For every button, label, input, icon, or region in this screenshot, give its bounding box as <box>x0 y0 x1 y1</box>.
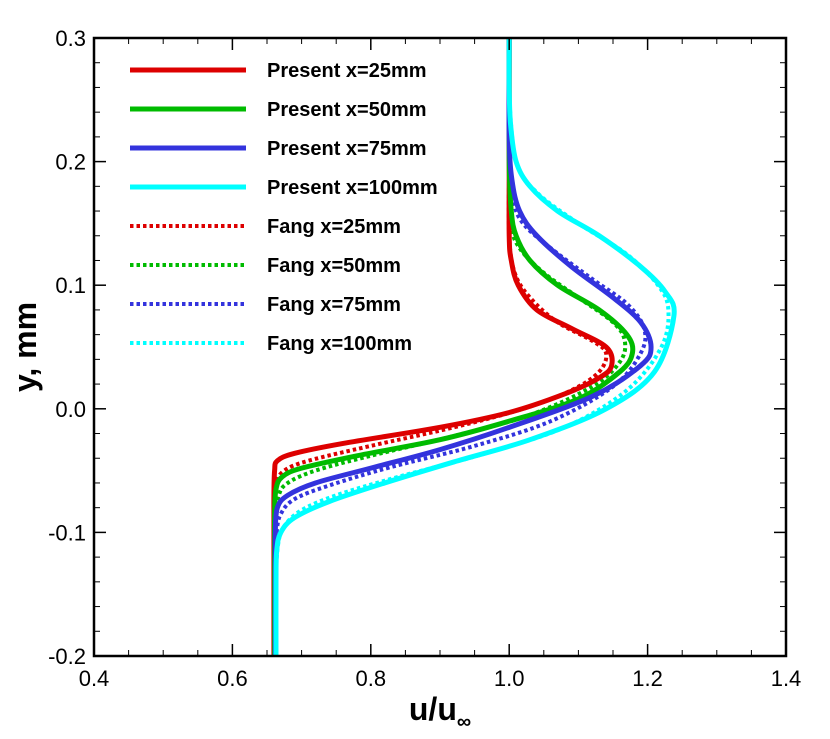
x-tick-label: 1.4 <box>771 666 802 691</box>
y-tick-label: 0.0 <box>55 397 86 422</box>
y-tick-label: 0.3 <box>55 26 86 51</box>
x-tick-label: 0.8 <box>356 666 387 691</box>
x-axis-title-subscript: ∞ <box>457 711 471 733</box>
y-tick-label: 0.1 <box>55 273 86 298</box>
plot-frame <box>92 36 788 658</box>
series-line-present-x-50mm <box>272 38 636 656</box>
y-tick-label: -0.1 <box>48 520 86 545</box>
legend-label: Present x=75mm <box>267 138 427 160</box>
y-tick-label: -0.2 <box>48 644 86 669</box>
legend-label: Present x=25mm <box>267 60 427 82</box>
x-tick-label: 0.6 <box>217 666 248 691</box>
series-line-present-x-100mm <box>273 38 677 656</box>
x-tick-label: 0.4 <box>79 666 110 691</box>
legend-label: Fang x=25mm <box>267 216 401 238</box>
series-line-present-x-75mm <box>272 38 654 656</box>
x-axis-title-main: u/u <box>409 691 457 727</box>
y-axis-title: y, mm <box>7 302 43 392</box>
legend-label: Fang x=100mm <box>267 333 412 355</box>
y-tick-label: 0.2 <box>55 150 86 175</box>
legend-label: Fang x=75mm <box>267 294 401 316</box>
legend-label: Fang x=50mm <box>267 255 401 277</box>
legend-label: Present x=100mm <box>267 177 438 199</box>
x-axis-title: u/u∞ <box>409 691 471 733</box>
series-line-present-x-25mm <box>271 38 615 656</box>
legend-label: Present x=50mm <box>267 99 427 121</box>
x-tick-label: 1.2 <box>632 666 663 691</box>
x-tick-label: 1.0 <box>494 666 525 691</box>
